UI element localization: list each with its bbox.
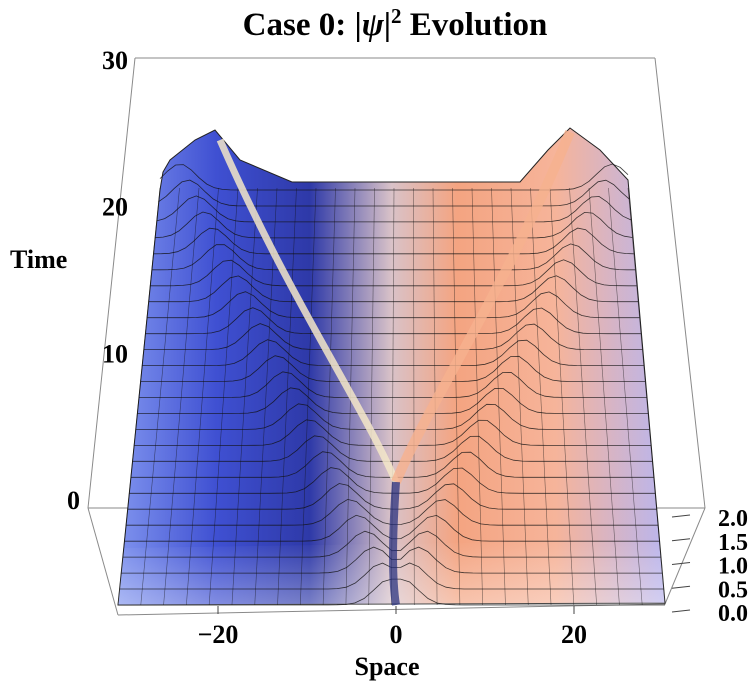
beam-peaks [216, 130, 575, 606]
mesh-space-line [208, 187, 239, 606]
title-prefix: Case 0: | [243, 7, 362, 43]
z-tick-label: 2.0 [718, 506, 748, 532]
mesh-space-line [530, 187, 552, 606]
mesh-space-line [491, 187, 506, 606]
mesh-space-line [569, 187, 597, 606]
x-axis-label: Space [355, 652, 420, 681]
z-tick-label: 0.0 [718, 601, 748, 627]
mesh-space-line [117, 187, 161, 606]
mesh-space-line [300, 187, 317, 606]
title-suffix: Evolution [402, 7, 548, 43]
mesh-space-line [608, 187, 643, 606]
right-beam-ridge [391, 130, 575, 484]
title-bar: | [384, 7, 391, 43]
left-beam-ridge [216, 138, 400, 484]
mesh-space-line [588, 187, 620, 606]
mesh-space-line [627, 187, 666, 606]
time-tick-label: 20 [102, 193, 128, 222]
z-tick-label: 1.5 [718, 530, 748, 556]
chart-title: Case 0: |ψ|2 Evolution [243, 4, 548, 43]
mesh-space-line [163, 187, 200, 606]
x-tick-label: 20 [561, 620, 587, 649]
mesh-space-line [231, 187, 258, 606]
mesh-space-line [549, 187, 575, 606]
z-tick-mark [671, 609, 691, 613]
mesh-space-line [322, 187, 336, 606]
time-tick-label: 0 [67, 486, 80, 515]
mesh-space-line [368, 187, 375, 606]
z-tick-mark [671, 538, 691, 542]
z-tick-mark [671, 562, 691, 565]
mesh-space-line [140, 187, 180, 606]
mesh-space-line [277, 187, 297, 606]
time-tick-label: 10 [102, 339, 128, 368]
y-axis-label: Time [10, 245, 67, 274]
z-tick-mark [671, 585, 691, 589]
x-tick-label: −20 [198, 620, 239, 649]
x-tick-label: 0 [390, 620, 403, 649]
mesh-space-line [471, 187, 483, 606]
title-sup: 2 [391, 4, 402, 28]
mesh-space-line [186, 187, 219, 606]
z-tick-label: 0.5 [718, 577, 748, 603]
tick-labels: −20 0 20 0 10 20 30 0.00.51.01.52.0 [67, 46, 748, 649]
mesh-space-line [413, 187, 415, 606]
center-trough [389, 481, 400, 606]
surface [117, 127, 666, 606]
mesh-space-line [452, 187, 461, 606]
surface-mesh [117, 163, 666, 606]
title-psi: ψ [362, 7, 385, 43]
z-tick-label: 1.0 [718, 554, 748, 580]
z-tick-mark [671, 514, 691, 518]
time-tick-label: 30 [102, 46, 128, 75]
